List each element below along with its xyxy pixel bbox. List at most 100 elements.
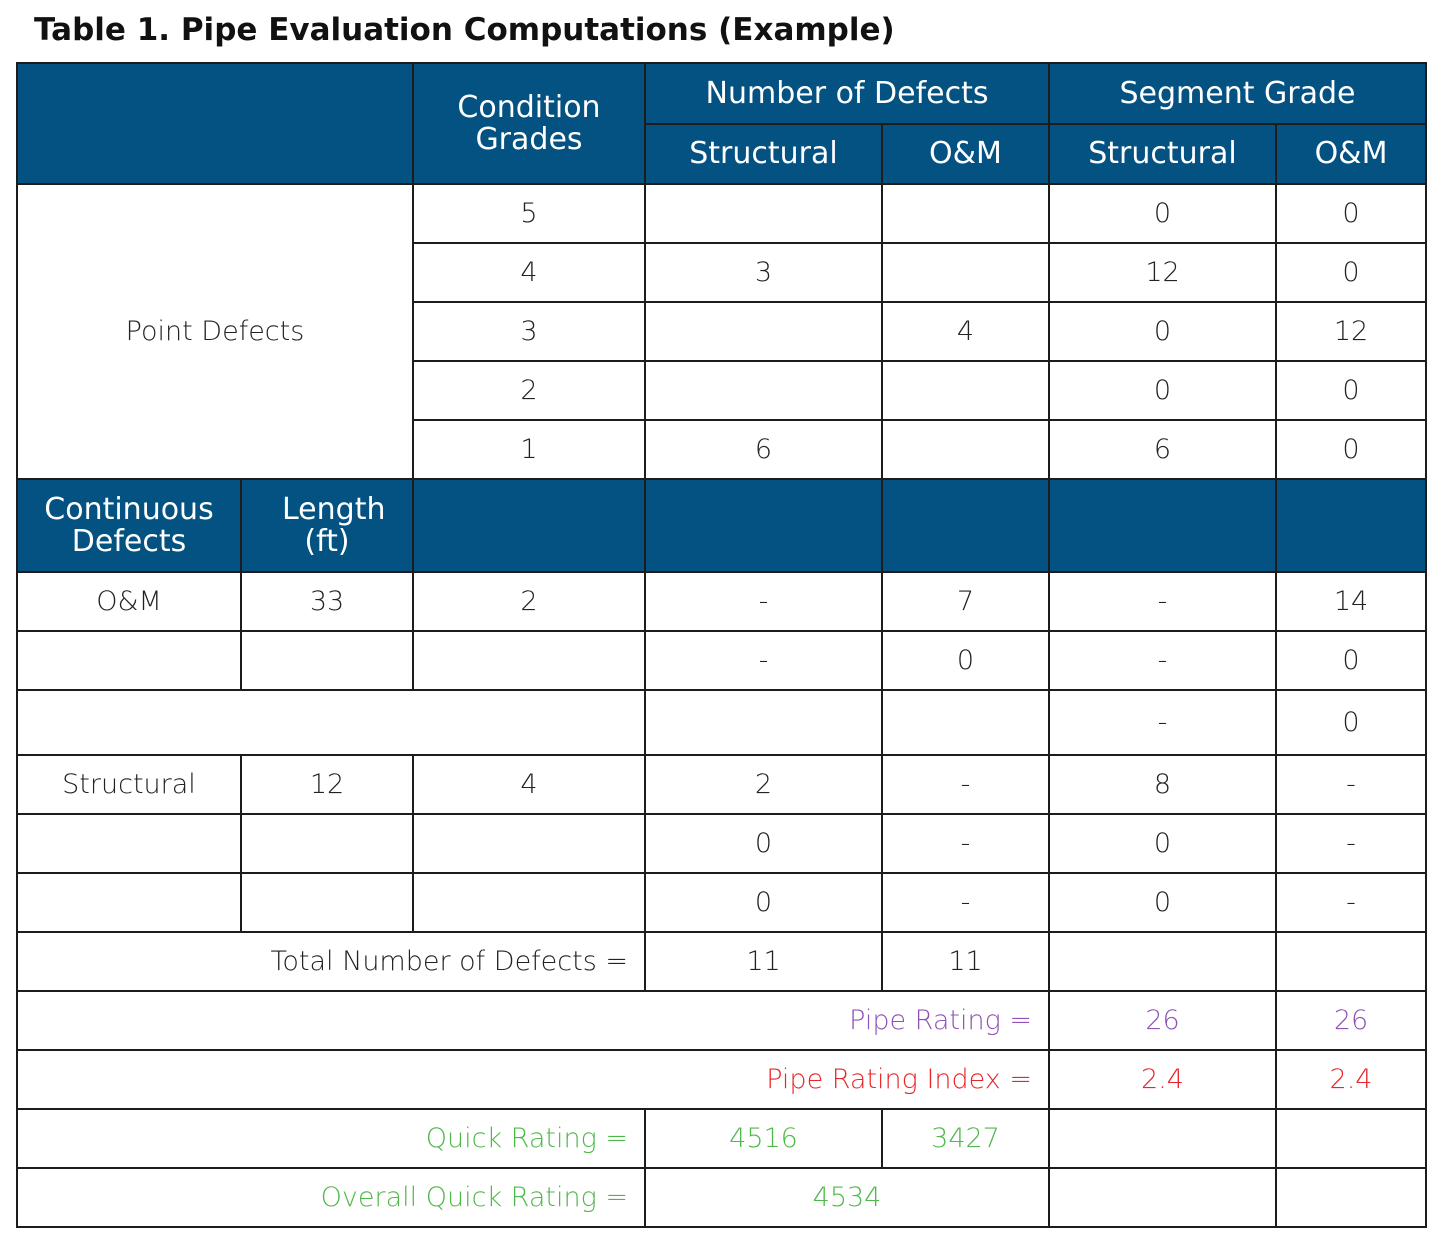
table-cell: 6 (1048, 419, 1277, 480)
table-cell: 0 (881, 630, 1050, 691)
table-cell: 8 (1048, 754, 1277, 815)
table-cell (881, 478, 1050, 573)
table-cell: - (644, 630, 883, 691)
table-cell: Number of Defects (644, 62, 1050, 125)
table-cell (412, 872, 646, 933)
table-cell (1048, 1108, 1277, 1169)
table-cell: 26 (1048, 990, 1277, 1051)
table-cell: 6 (644, 419, 883, 480)
table-cell: 12 (1048, 242, 1277, 303)
table-cell: 2.4 (1274, 1049, 1428, 1110)
table-cell: Continuous Defects (16, 478, 242, 573)
table-cell: 2 (412, 571, 646, 632)
table-row: Structural 12 4 2-8- (16, 754, 1428, 815)
table-cell: 2 (412, 360, 646, 421)
table-cell: 11 (644, 931, 883, 992)
table-cell (16, 813, 242, 874)
table-cell: - (1274, 813, 1428, 874)
table-cell: 0 (1048, 813, 1277, 874)
evaluation-table: Condition Grades Number of Defects Segment… (16, 62, 1428, 1228)
table-cell: 0 (1048, 872, 1277, 933)
table-cell (240, 813, 414, 874)
table-cell (881, 360, 1050, 421)
table-cell (240, 872, 414, 933)
table-cell: - (881, 813, 1050, 874)
table-cell: O&M (881, 123, 1050, 185)
table-cell (16, 630, 242, 691)
table-cell: 4 (412, 754, 646, 815)
table-cell (1274, 478, 1428, 573)
table-cell (1274, 931, 1428, 992)
table-cell: 12 (240, 754, 414, 815)
table-cell: 0 (1274, 689, 1428, 756)
table-row: Quick Rating = 4516 3427 (16, 1108, 1428, 1169)
table-cell (240, 630, 414, 691)
table-cell: Quick Rating = (16, 1108, 646, 1169)
table-cell (881, 242, 1050, 303)
table-cell: 0 (1274, 183, 1428, 244)
table-cell: 0 (1048, 360, 1277, 421)
table-cell: 3 (644, 242, 883, 303)
table-cell: 4 (881, 301, 1050, 362)
table-title: Table 1. Pipe Evaluation Computations (E… (34, 12, 895, 48)
table-cell: Condition Grades (412, 62, 646, 185)
table-row: 0-0- (16, 813, 1428, 874)
table-cell (1048, 478, 1277, 573)
table-cell: Length (ft) (240, 478, 414, 573)
table-cell: Point Defects (16, 183, 414, 480)
table-cell: - (881, 754, 1050, 815)
table-cell: 4516 (644, 1108, 883, 1169)
table-row: 3 4 0 12 (17, 301, 1428, 362)
table-cell (1048, 1167, 1277, 1228)
table-cell: 0 (1274, 419, 1428, 480)
table-row: -0 (16, 689, 1428, 756)
table-cell: - (1048, 630, 1277, 691)
table-row: Total Number of Defects = 11 11 (16, 931, 1428, 992)
table-row: -0-0 (16, 630, 1428, 691)
table-cell (16, 689, 646, 756)
table-row: Overall Quick Rating = 4534 (16, 1167, 1428, 1228)
table-cell: 7 (881, 571, 1050, 632)
table-row: Pipe Rating = 26 26 (16, 990, 1428, 1051)
table-row: Condition Grades Number of Defects Segment… (16, 62, 1428, 185)
table-row: 0-0- (16, 872, 1428, 933)
table-cell: 0 (1274, 360, 1428, 421)
table-cell: 0 (1048, 301, 1277, 362)
table-cell: 1 (412, 419, 646, 480)
table-cell: 12 (1274, 301, 1428, 362)
table-cell: 33 (240, 571, 414, 632)
table-cell: 3 (412, 301, 646, 362)
table-cell (644, 301, 883, 362)
table-cell: Structural (16, 754, 242, 815)
table-cell: Total Number of Defects = (16, 931, 646, 992)
table-row: Structural O&M Structural O&M (17, 123, 1428, 185)
table-cell: 26 (1274, 990, 1428, 1051)
table-cell (412, 478, 646, 573)
table-cell: 0 (644, 872, 883, 933)
table-cell: 0 (644, 813, 883, 874)
table-cell (16, 872, 242, 933)
table-cell (412, 630, 646, 691)
table-cell: - (1048, 689, 1277, 756)
table-row: Pipe Rating Index = 2.4 2.4 (16, 1049, 1428, 1110)
table-cell (1274, 1167, 1428, 1228)
table-cell (881, 419, 1050, 480)
table-cell (1048, 931, 1277, 992)
table-cell: 2.4 (1048, 1049, 1277, 1110)
table-cell (644, 689, 883, 756)
table-cell: 5 (412, 183, 646, 244)
table-cell: - (644, 571, 883, 632)
table-cell (881, 183, 1050, 244)
table-cell (644, 183, 883, 244)
table-cell (412, 813, 646, 874)
table-cell: 2 (644, 754, 883, 815)
table-cell: - (881, 872, 1050, 933)
table-cell: 4 (412, 242, 646, 303)
table-row: O&M 33 2-7-14 (16, 571, 1428, 632)
table-cell: O&M (1274, 123, 1428, 185)
table-cell (644, 478, 883, 573)
table-cell: - (1274, 872, 1428, 933)
